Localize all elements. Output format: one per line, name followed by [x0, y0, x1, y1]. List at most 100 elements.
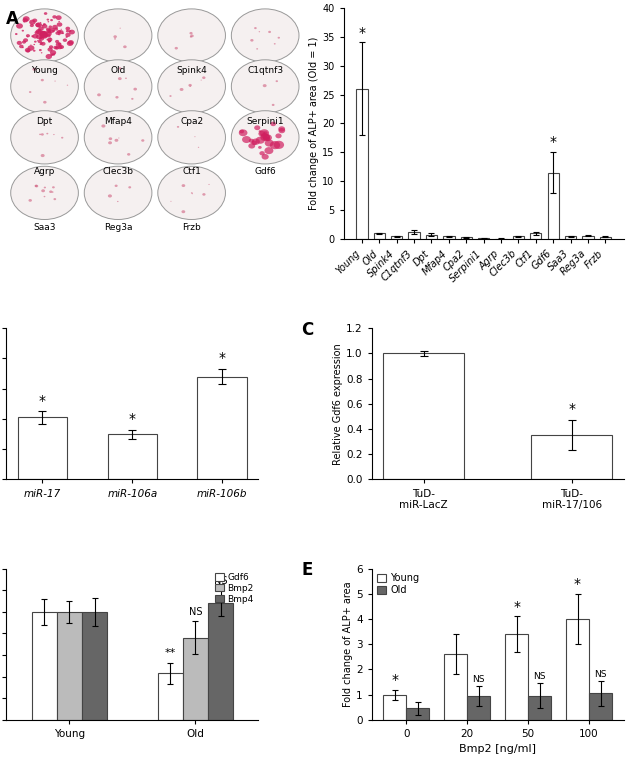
Bar: [444, 654, 467, 720]
Circle shape: [263, 134, 272, 141]
Circle shape: [250, 39, 253, 42]
Circle shape: [69, 30, 71, 33]
Circle shape: [43, 33, 48, 37]
Circle shape: [42, 34, 45, 36]
Text: Mfap4: Mfap4: [104, 117, 132, 125]
Circle shape: [239, 129, 248, 136]
Circle shape: [19, 45, 23, 48]
Circle shape: [50, 50, 56, 55]
Circle shape: [127, 153, 130, 156]
Text: *: *: [574, 577, 581, 591]
Circle shape: [43, 196, 45, 197]
Circle shape: [158, 9, 226, 62]
Circle shape: [40, 33, 45, 36]
Circle shape: [28, 199, 32, 202]
Circle shape: [60, 29, 62, 30]
Circle shape: [129, 187, 131, 188]
Circle shape: [47, 19, 49, 21]
Circle shape: [35, 185, 38, 187]
Circle shape: [33, 44, 35, 45]
Bar: [158, 673, 183, 720]
Circle shape: [43, 33, 47, 36]
Circle shape: [254, 125, 260, 130]
Circle shape: [39, 33, 43, 36]
Circle shape: [260, 129, 269, 137]
Circle shape: [270, 122, 276, 126]
Circle shape: [46, 133, 49, 135]
Text: Cpa2: Cpa2: [180, 117, 203, 125]
Circle shape: [40, 35, 44, 39]
Circle shape: [43, 123, 45, 124]
Circle shape: [190, 36, 192, 38]
Circle shape: [67, 41, 73, 46]
Circle shape: [40, 31, 46, 36]
Circle shape: [117, 201, 118, 202]
Bar: [32, 611, 57, 720]
Circle shape: [41, 52, 42, 53]
Circle shape: [35, 23, 40, 27]
Circle shape: [265, 147, 273, 154]
Text: *: *: [219, 351, 226, 365]
Circle shape: [35, 31, 39, 35]
Circle shape: [50, 19, 53, 21]
Circle shape: [55, 40, 59, 43]
Text: NS: NS: [214, 576, 227, 586]
Circle shape: [47, 39, 49, 40]
Circle shape: [55, 46, 57, 48]
Circle shape: [260, 134, 270, 141]
Bar: [383, 694, 406, 720]
Text: A: A: [6, 10, 19, 28]
Circle shape: [278, 37, 280, 39]
Circle shape: [52, 15, 57, 19]
Circle shape: [54, 80, 55, 81]
Circle shape: [118, 77, 122, 80]
Circle shape: [23, 18, 28, 22]
Circle shape: [59, 45, 64, 49]
Circle shape: [84, 166, 152, 220]
Circle shape: [47, 38, 52, 42]
Circle shape: [118, 67, 122, 70]
Circle shape: [37, 29, 42, 33]
Circle shape: [38, 26, 43, 31]
Circle shape: [115, 96, 118, 98]
Circle shape: [115, 139, 118, 142]
Circle shape: [108, 141, 112, 144]
Circle shape: [49, 26, 52, 28]
Circle shape: [59, 21, 60, 22]
Circle shape: [55, 32, 60, 35]
Circle shape: [36, 34, 43, 39]
Circle shape: [61, 137, 64, 139]
Text: Dpt: Dpt: [37, 117, 53, 125]
Circle shape: [11, 60, 78, 113]
Circle shape: [158, 111, 226, 164]
Circle shape: [41, 42, 45, 46]
Circle shape: [181, 211, 185, 213]
Bar: [406, 708, 430, 720]
Circle shape: [49, 38, 51, 39]
Circle shape: [44, 12, 47, 15]
Circle shape: [54, 28, 58, 31]
Circle shape: [49, 190, 52, 193]
Circle shape: [84, 60, 152, 113]
Circle shape: [52, 25, 58, 29]
Circle shape: [141, 139, 144, 142]
Circle shape: [202, 193, 205, 196]
Circle shape: [265, 139, 274, 146]
Circle shape: [275, 80, 278, 82]
Circle shape: [158, 166, 226, 220]
Bar: [478, 238, 490, 239]
Circle shape: [30, 44, 32, 46]
Circle shape: [52, 53, 55, 56]
Text: *: *: [391, 673, 398, 687]
Circle shape: [108, 194, 112, 197]
Circle shape: [41, 133, 44, 135]
Circle shape: [278, 126, 285, 132]
Circle shape: [114, 38, 116, 39]
Circle shape: [40, 37, 42, 39]
Circle shape: [67, 84, 68, 86]
Circle shape: [40, 42, 43, 44]
Y-axis label: Fold change of ALP+ area (Old = 1): Fold change of ALP+ area (Old = 1): [309, 37, 319, 210]
Text: *: *: [129, 412, 136, 426]
Text: C: C: [301, 320, 313, 338]
Legend: Young, Old: Young, Old: [377, 574, 420, 595]
